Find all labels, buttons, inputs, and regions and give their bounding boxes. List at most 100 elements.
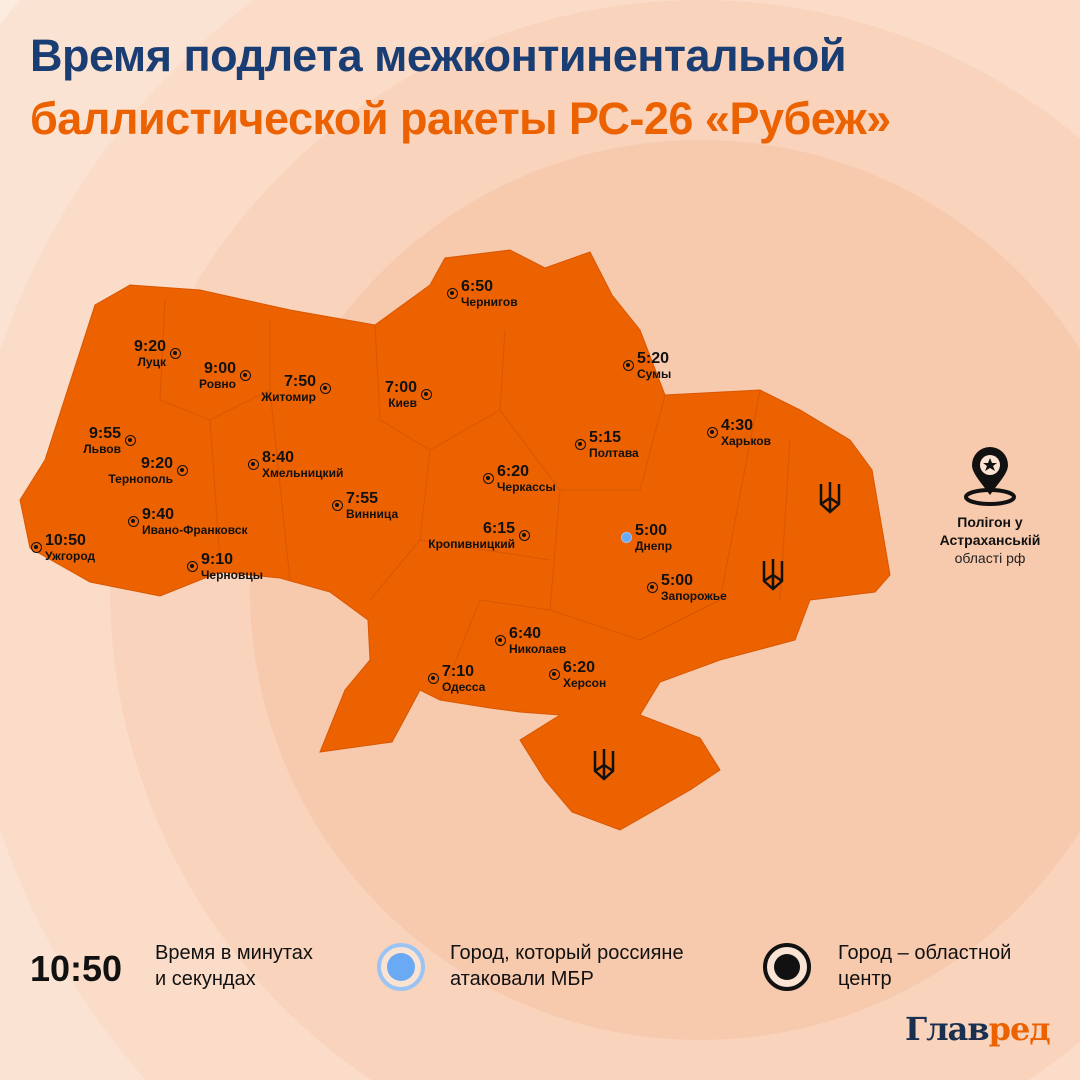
flight-time: 9:10 [201,551,234,568]
glavred-logo: Главред [905,1010,1051,1048]
polygon-line-1: Полігон у [957,514,1023,530]
oblast-center-marker [622,359,634,371]
oblast-center-marker [706,426,718,438]
city-name: Одесса [442,680,486,694]
oblast-center-marker [646,581,658,593]
title-line-2: баллистической ракеты РС-26 «Рубеж» [30,93,891,144]
city-label: 5:00 Днепр [635,522,673,553]
city-name: Херсон [563,676,607,690]
flight-time: 4:30 [721,417,754,434]
oblast-center-marker [176,464,188,476]
flight-time: 7:10 [442,663,475,680]
oblast-center-marker [319,382,331,394]
oblast-center-marker [30,541,42,553]
city-name: Полтава [589,446,639,460]
oblast-center-icon [763,943,811,991]
city-label: 9:10 Черновцы [201,551,264,582]
city-label: 7:10 Одесса [442,663,486,694]
legend: 10:50 Время в минутах и секундах Город, … [0,938,1080,998]
attacked-city-marker [620,531,632,543]
flight-time: 10:50 [45,532,86,549]
city-name: Хмельницкий [262,466,344,480]
polygon-label: Полігон у Астраханській області рф [930,445,1050,567]
city-name: Кропивницкий [428,537,515,551]
city-label: 4:30 Харьков [721,417,771,448]
oblast-center-marker [124,434,136,446]
attacked-city-icon [377,943,425,991]
oblast-center-marker [446,287,458,299]
city-name: Киев [388,396,417,410]
city-name: Запорожье [661,589,727,603]
trident-icon [762,559,784,591]
flight-time: 9:40 [142,506,175,523]
flight-time: 9:20 [140,455,173,472]
flight-time: 6:15 [482,520,515,537]
city-label: 6:15 Кропивницкий [428,520,515,551]
city-name: Львов [83,442,121,456]
city-label: 9:20 Луцк [133,338,166,369]
flight-time: 7:00 [384,379,417,396]
oblast-center-marker [518,529,530,541]
flight-time: 8:40 [262,449,295,466]
legend-time-example: 10:50 [30,948,123,989]
flight-time: 5:00 [661,572,694,589]
flight-time: 9:20 [133,338,166,355]
city-name: Винница [346,507,399,521]
city-name: Тернополь [108,472,173,486]
city-label: 8:40 Хмельницкий [262,449,344,480]
oblast-center-marker [331,499,343,511]
city-label: 7:55 Винница [346,491,399,521]
city-label: 6:20 Херсон [563,659,607,690]
city-label: 5:20 Сумы [637,350,672,381]
flight-time: 9:00 [203,360,236,377]
oblast-center-marker [574,438,586,450]
city-name: Ровно [199,377,236,391]
oblast-borders [159,299,791,701]
title-line-1: Время подлета межконтинентальной [30,30,847,81]
map-pin-star-icon [964,447,1016,506]
city-label: 9:55 Львов [83,425,121,456]
polygon-line-2: Астраханській [939,532,1041,548]
city-name: Ивано-Франковск [142,523,248,537]
ukraine-territory [19,249,891,831]
flight-time: 5:15 [589,429,622,446]
oblast-center-marker [494,634,506,646]
flight-time: 6:20 [497,463,530,480]
oblast-center-marker [247,458,259,470]
city-label: 7:00 Киев [384,379,417,410]
oblast-center-marker [239,369,251,381]
city-label: 6:40 Николаев [509,625,566,656]
city-name: Житомир [261,390,316,404]
trident-icon [819,482,841,514]
flight-time: 6:20 [563,659,596,676]
legend-center-text: Город – областной центр [838,942,1012,990]
city-name: Днепр [635,539,673,553]
city-label: 7:50 Житомир [261,373,316,404]
flight-time: 9:55 [88,425,121,442]
trident-icons [593,482,841,781]
flight-time: 5:20 [637,350,670,367]
oblast-center-marker [186,560,198,572]
oblast-center-marker [127,515,139,527]
flight-time: 6:50 [461,278,494,295]
flight-time: 6:40 [509,625,542,642]
city-name: Сумы [637,367,672,381]
city-label: 10:50 Ужгород [45,532,96,563]
oblast-center-marker [169,347,181,359]
city-label: 9:40 Ивано-Франковск [142,506,248,537]
legend-attacked-text: Город, который россияне атаковали МБР [450,942,684,990]
city-name: Ужгород [45,549,96,563]
city-label: 9:20 Тернополь [108,455,173,486]
oblast-center-marker [420,388,432,400]
flight-time: 7:50 [283,373,316,390]
city-name: Харьков [721,434,771,448]
city-name: Чернигов [461,295,518,309]
city-name: Черновцы [201,568,264,582]
flight-time: 5:00 [635,522,668,539]
polygon-line-3: області рф [954,550,1026,566]
city-label: 6:20 Черкассы [497,463,556,494]
trident-icon [593,749,615,781]
oblast-center-marker [548,668,560,680]
